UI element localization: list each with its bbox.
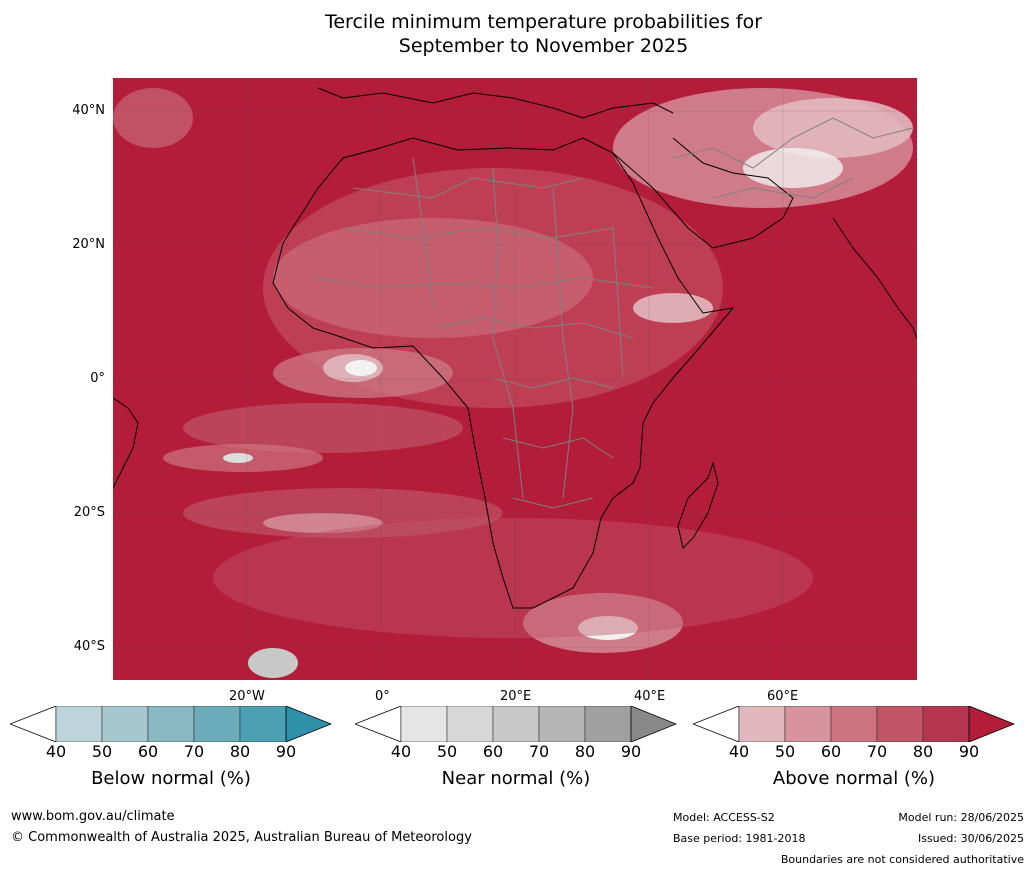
cbar-near-tick: 50 xyxy=(436,742,458,761)
lon-label-0: 0° xyxy=(375,689,390,704)
footer-copyright: © Commonwealth of Australia 2025, Austra… xyxy=(11,830,472,845)
cbar-below-bin-60-70 xyxy=(147,706,195,742)
cbar-above-low-arrow xyxy=(693,706,740,742)
cbar-above-bin-60-70 xyxy=(830,706,878,742)
lat-label-20s: 20°S xyxy=(73,505,105,520)
cbar-near-tick: 60 xyxy=(482,742,504,761)
cbar-below-bin-80-90 xyxy=(239,706,287,742)
cbar-below-bin-70-80 xyxy=(193,706,241,742)
africa-coastline xyxy=(272,137,735,609)
footer-model-run: Model run: 28/06/2025 xyxy=(898,811,1024,824)
cbar-near-bin-50-60 xyxy=(446,706,494,742)
cbar-near-title: Near normal (%) xyxy=(441,768,591,789)
cbar-near-bin-70-80 xyxy=(538,706,586,742)
colorbar-above-normal xyxy=(693,706,1015,742)
cbar-above-title: Above normal (%) xyxy=(772,768,936,789)
map-panel[interactable] xyxy=(113,78,917,680)
footer-disclaimer: Boundaries are not considered authoritat… xyxy=(780,853,1024,866)
cbar-above-tick: 50 xyxy=(774,742,796,761)
chart-title: Tercile minimum temperature probabilitie… xyxy=(0,10,1035,58)
cbar-below-bin-50-60 xyxy=(101,706,149,742)
cbar-near-high-arrow xyxy=(630,706,677,742)
lat-label-0: 0° xyxy=(90,371,105,386)
cbar-below-tick: 50 xyxy=(91,742,113,761)
cbar-below-low-arrow xyxy=(10,706,57,742)
cbar-near-bin-40-50 xyxy=(400,706,448,742)
lon-label-20e: 20°E xyxy=(500,689,532,704)
cbar-near-bin-60-70 xyxy=(492,706,540,742)
cbar-above-tick: 80 xyxy=(912,742,934,761)
title-line-2: September to November 2025 xyxy=(398,35,689,57)
cbar-above-tick: 40 xyxy=(728,742,750,761)
cbar-below-tick: 80 xyxy=(229,742,251,761)
footer-model: Model: ACCESS-S2 xyxy=(673,811,775,824)
cbar-near-low-arrow xyxy=(355,706,402,742)
cbar-above-bin-80-90 xyxy=(922,706,970,742)
cbar-below-tick: 90 xyxy=(275,742,297,761)
country-borders xyxy=(312,117,914,509)
cbar-near-tick: 80 xyxy=(574,742,596,761)
cbar-near-bin-80-90 xyxy=(584,706,632,742)
cbar-below-bin-40-50 xyxy=(55,706,103,742)
title-line-1: Tercile minimum temperature probabilitie… xyxy=(324,11,763,33)
cbar-above-tick: 90 xyxy=(958,742,980,761)
cbar-below-tick: 70 xyxy=(183,742,205,761)
cbar-below-tick: 40 xyxy=(45,742,67,761)
lon-label-40e: 40°E xyxy=(634,689,666,704)
lat-label-40n: 40°N xyxy=(72,103,105,118)
cbar-below-tick: 60 xyxy=(137,742,159,761)
lon-label-60e: 60°E xyxy=(767,689,799,704)
cbar-above-tick: 60 xyxy=(820,742,842,761)
cbar-above-bin-70-80 xyxy=(876,706,924,742)
europe-coastline xyxy=(317,87,674,119)
colorbar-below-normal xyxy=(10,706,332,742)
cbar-below-title: Below normal (%) xyxy=(91,768,251,789)
lat-label-20n: 20°N xyxy=(72,237,105,252)
footer-url[interactable]: www.bom.gov.au/climate xyxy=(11,809,175,824)
madagascar-coastline xyxy=(677,461,719,549)
colorbar-near-normal xyxy=(355,706,677,742)
cbar-near-tick: 40 xyxy=(390,742,412,761)
lon-label-20w: 20°W xyxy=(229,689,265,704)
cbar-above-high-arrow xyxy=(968,706,1015,742)
lat-label-40s: 40°S xyxy=(73,639,105,654)
south-america-coastline xyxy=(113,397,139,489)
cbar-below-high-arrow xyxy=(285,706,332,742)
graticule xyxy=(113,78,917,680)
cbar-above-bin-40-50 xyxy=(738,706,786,742)
cbar-near-tick: 90 xyxy=(620,742,642,761)
cbar-above-bin-50-60 xyxy=(784,706,832,742)
footer-base-period: Base period: 1981-2018 xyxy=(673,832,806,845)
cbar-above-tick: 70 xyxy=(866,742,888,761)
india-coastline xyxy=(832,217,917,339)
map-canvas xyxy=(113,78,917,680)
arabia-coastline xyxy=(612,137,794,249)
cbar-near-tick: 70 xyxy=(528,742,550,761)
footer-issued: Issued: 30/06/2025 xyxy=(917,832,1024,845)
